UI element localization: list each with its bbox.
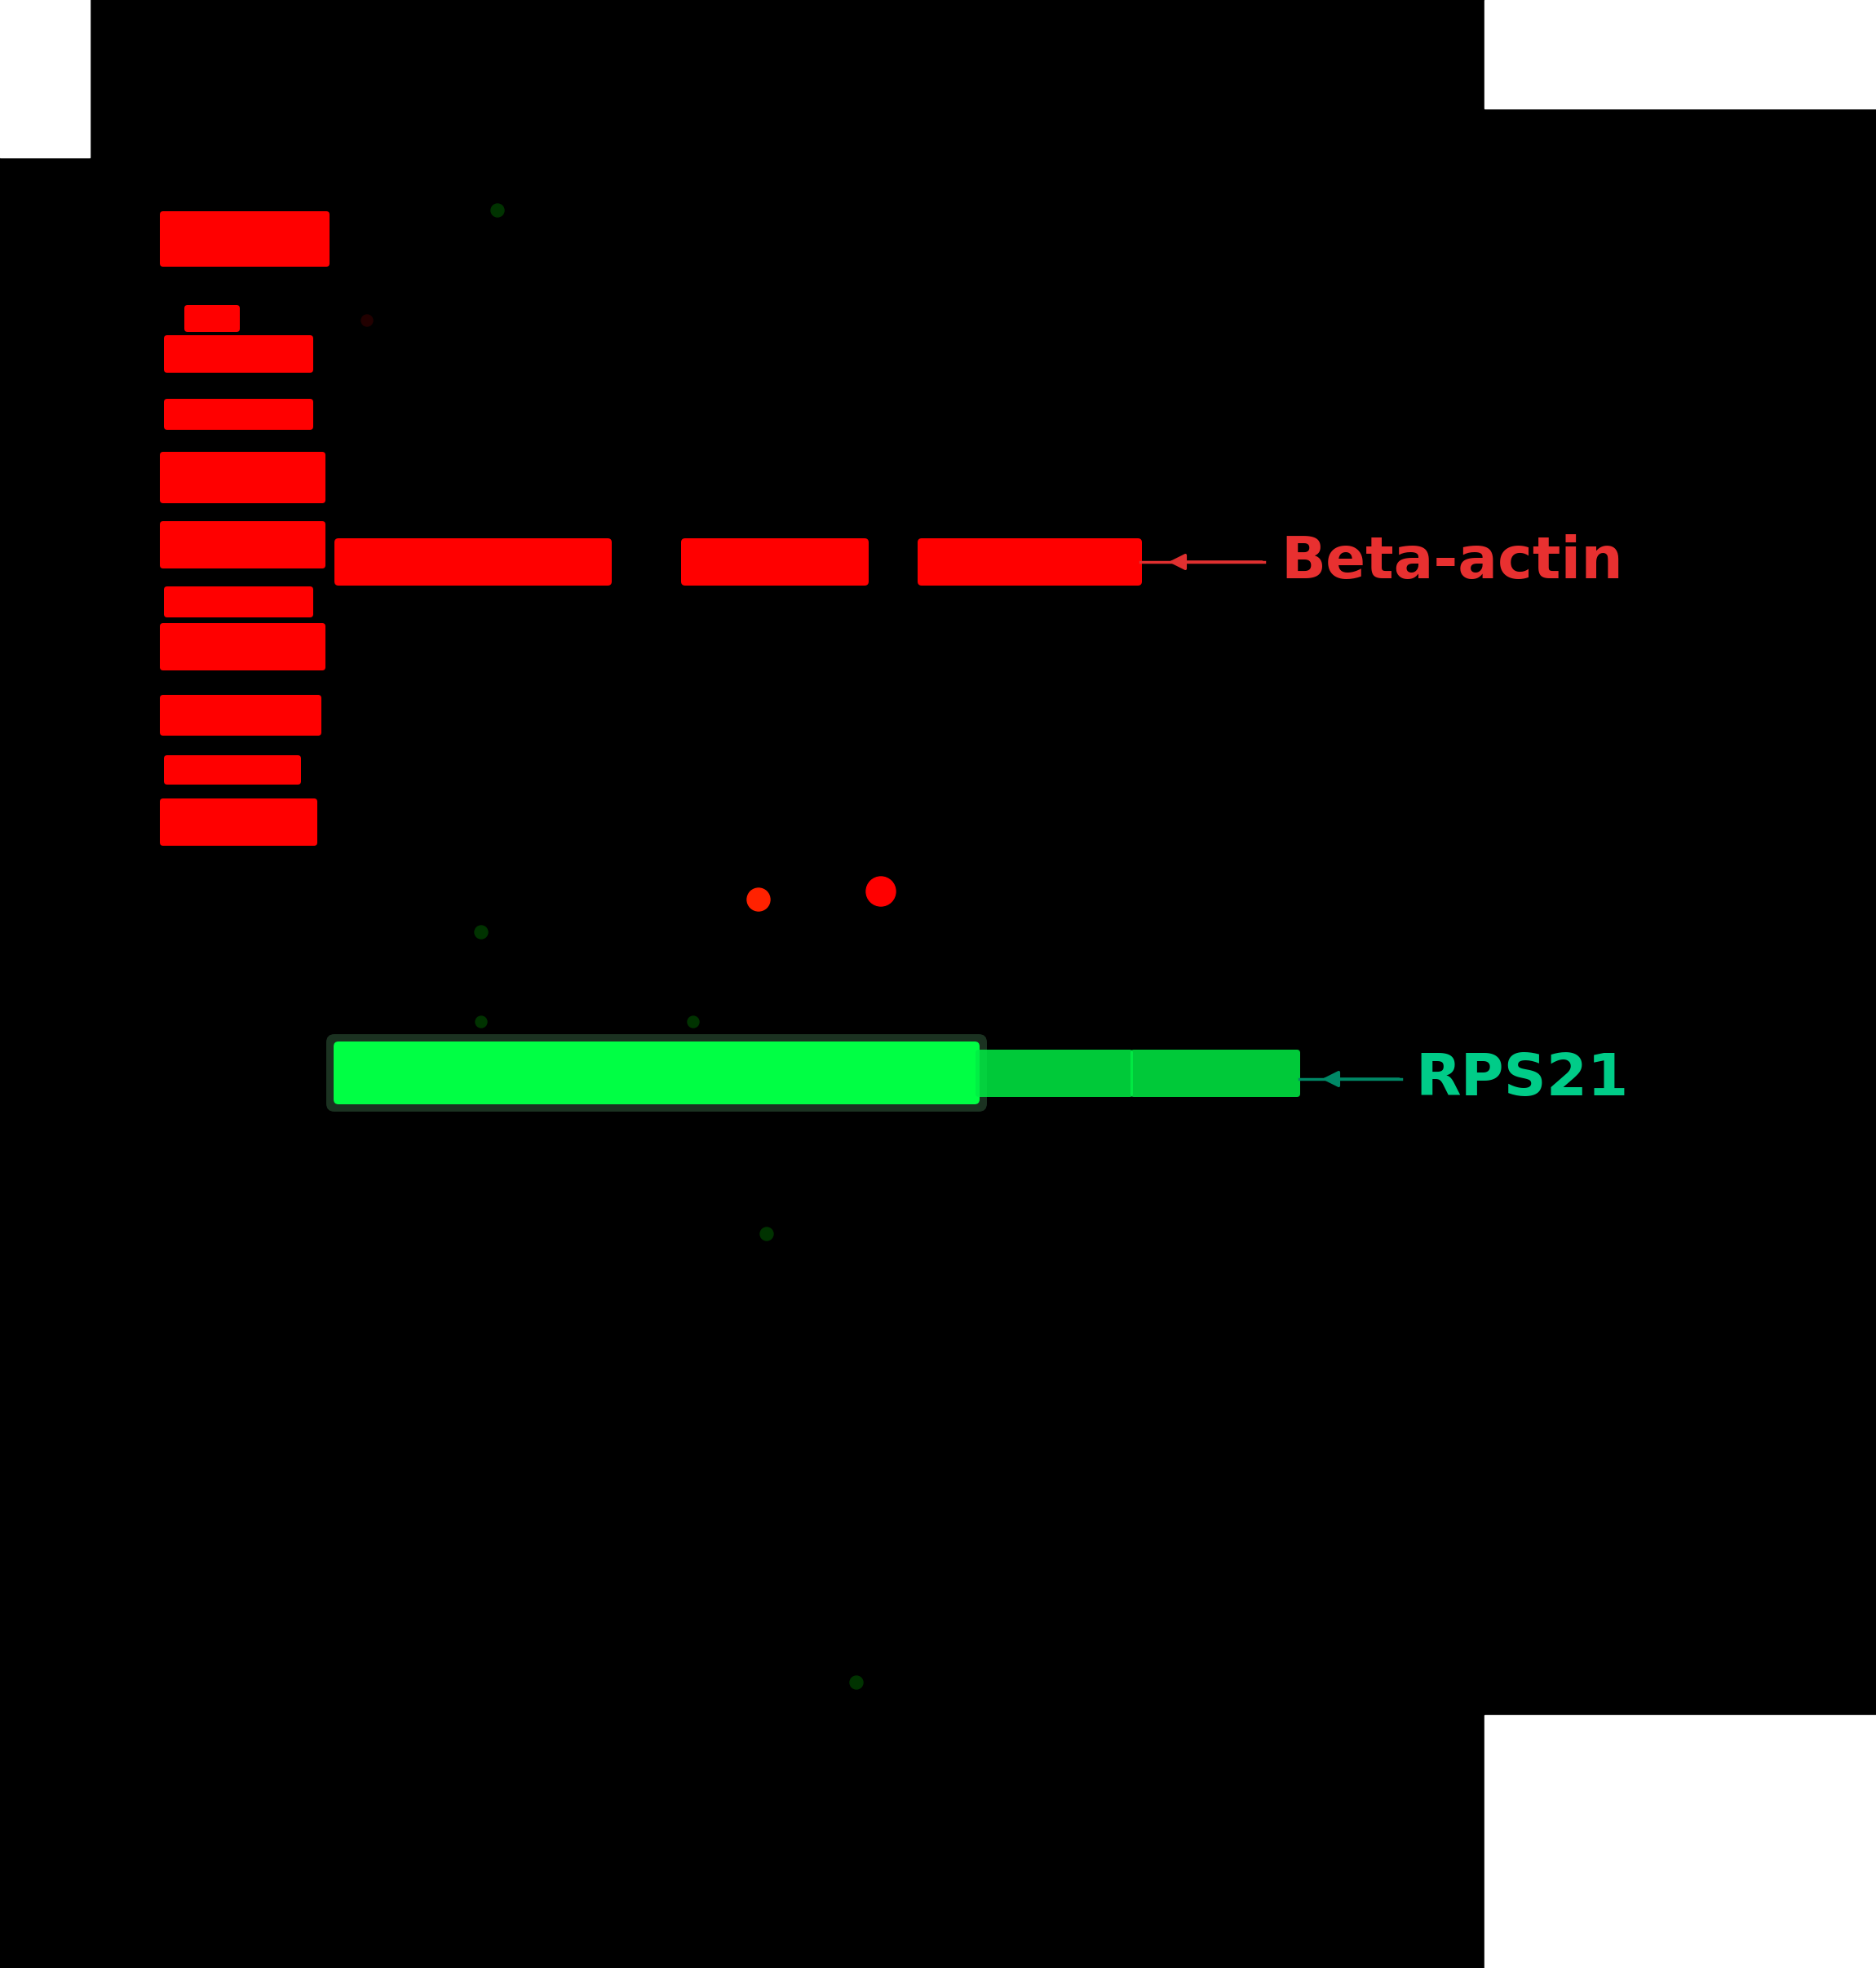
FancyBboxPatch shape [163,335,313,372]
Text: RPS21: RPS21 [1415,1051,1628,1108]
FancyBboxPatch shape [159,453,325,504]
Bar [0,0,90,157]
Circle shape [475,925,488,939]
FancyBboxPatch shape [163,586,313,618]
FancyBboxPatch shape [326,1033,987,1112]
FancyBboxPatch shape [681,539,869,586]
Circle shape [492,205,505,216]
Bar [1484,0,1876,108]
FancyBboxPatch shape [184,305,240,333]
Circle shape [760,1228,773,1240]
Circle shape [688,1015,700,1027]
FancyBboxPatch shape [976,1049,1133,1096]
Bar [1484,1716,1876,1968]
Circle shape [747,888,769,911]
FancyBboxPatch shape [159,211,330,268]
Circle shape [850,1677,863,1689]
FancyBboxPatch shape [917,539,1142,586]
FancyBboxPatch shape [163,756,300,785]
Circle shape [475,1015,488,1027]
Circle shape [989,543,1019,573]
Circle shape [867,878,895,905]
FancyBboxPatch shape [1131,1049,1300,1096]
FancyBboxPatch shape [334,539,612,586]
Text: Beta-actin: Beta-actin [1281,533,1623,590]
Circle shape [362,315,373,327]
FancyBboxPatch shape [163,400,313,429]
FancyBboxPatch shape [159,695,321,736]
FancyBboxPatch shape [159,624,325,671]
FancyBboxPatch shape [159,799,317,846]
FancyBboxPatch shape [159,522,325,569]
FancyBboxPatch shape [334,1041,979,1104]
